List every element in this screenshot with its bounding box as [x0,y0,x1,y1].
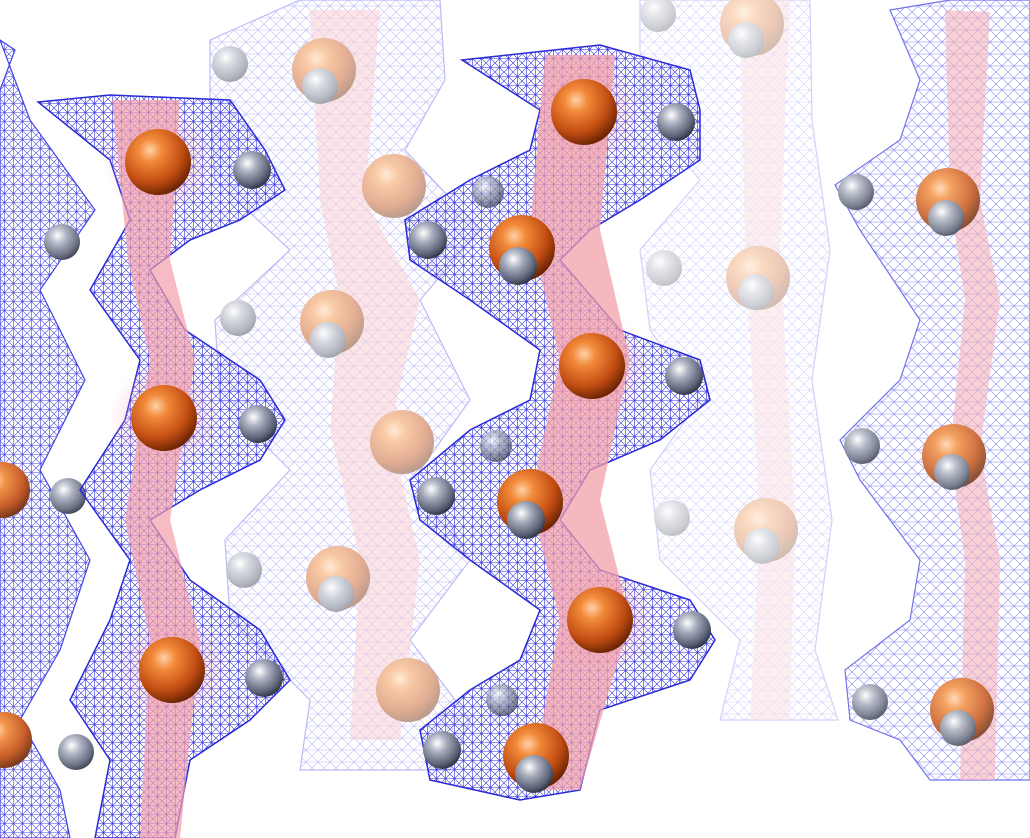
heavy-atom [370,410,434,474]
light-atom [50,478,86,514]
light-atom [738,274,774,310]
light-atom [640,0,676,32]
light-atom [245,659,283,697]
heavy-atom [0,462,30,518]
density-chain-back-5 [639,0,839,721]
light-atom [928,200,964,236]
light-atom [472,176,504,208]
light-atom [417,477,455,515]
light-atom [673,611,711,649]
heavy-atom [551,79,617,145]
light-atom [515,755,553,793]
light-atom [409,221,447,259]
heavy-atom [559,333,625,399]
density-chain-front-1 [36,94,291,838]
light-atom [844,428,880,464]
light-atom [239,405,277,443]
heavy-atom [131,385,197,451]
light-atom [852,684,888,720]
density-chain-front-2 [404,44,716,801]
light-atom [654,500,690,536]
light-atom [44,224,80,260]
light-atom [310,322,346,358]
density-chain-middle-3 [209,0,481,771]
heavy-atom [567,587,633,653]
light-atom [838,174,874,210]
light-atom [499,247,537,285]
light-atom [318,576,354,612]
heavy-atom [376,658,440,722]
density-chain-right-6 [834,0,1030,781]
heavy-atom [125,129,191,195]
light-atom [58,734,94,770]
light-atom [226,552,262,588]
light-atom [302,68,338,104]
heavy-atom [0,712,32,768]
light-atom [657,103,695,141]
light-atom [233,151,271,189]
light-atom [220,300,256,336]
density-chain-left-0 [0,39,96,838]
light-atom [728,22,764,58]
heavy-atom [139,637,205,703]
light-atom [934,454,970,490]
light-atom [212,46,248,82]
light-atom [480,430,512,462]
light-atom [486,684,518,716]
light-atom [744,528,780,564]
light-atom [940,710,976,746]
light-atom [665,357,703,395]
light-atom [646,250,682,286]
heavy-atom [362,154,426,218]
light-atom [423,731,461,769]
light-atom [507,501,545,539]
